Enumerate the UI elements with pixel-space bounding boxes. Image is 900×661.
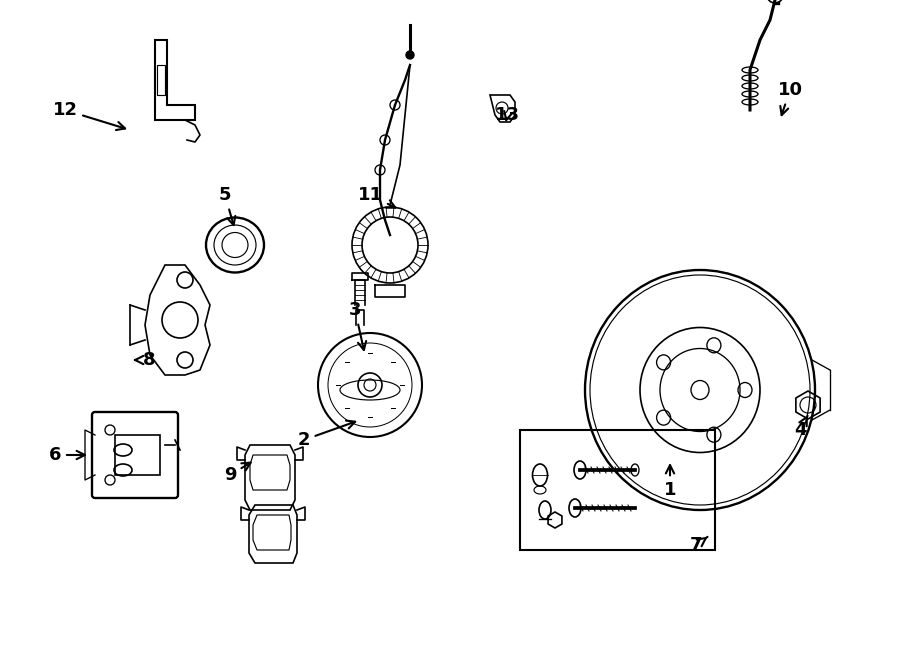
Text: 1: 1: [664, 465, 676, 499]
Circle shape: [406, 51, 414, 59]
Text: 6: 6: [49, 446, 85, 464]
Text: 8: 8: [135, 351, 155, 369]
Bar: [157, 65, 165, 95]
Text: 11: 11: [357, 186, 395, 208]
Text: 4: 4: [794, 416, 807, 439]
Text: 2: 2: [298, 420, 356, 449]
Bar: [520, 430, 715, 550]
Text: 12: 12: [52, 101, 125, 130]
Text: 9: 9: [224, 463, 250, 484]
Bar: [115, 435, 160, 475]
Text: 3: 3: [349, 301, 366, 350]
Text: 5: 5: [219, 186, 235, 225]
Text: 7: 7: [690, 536, 707, 554]
Text: 13: 13: [495, 106, 520, 124]
Text: 10: 10: [778, 81, 803, 115]
